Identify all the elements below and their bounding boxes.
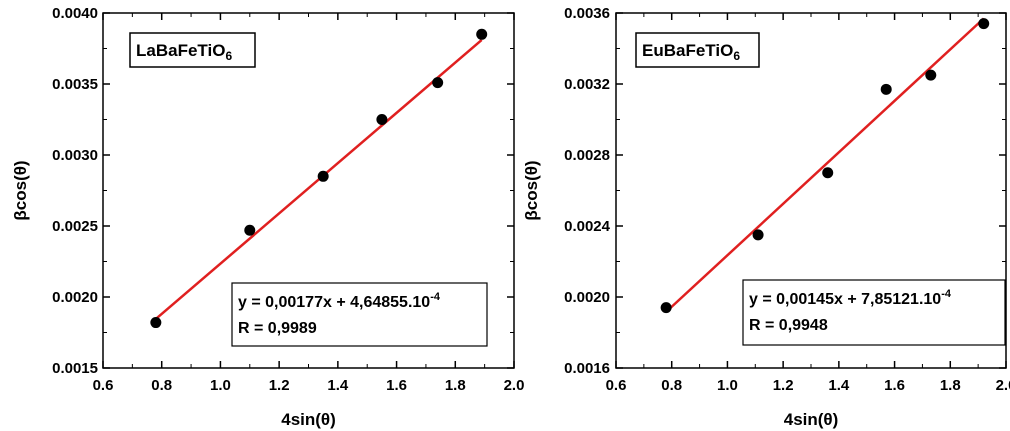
sample-label-formula: EuBaFeTiO [642,41,733,60]
data-point [476,28,488,40]
x-tick-label: 0.6 [93,377,114,394]
data-point [244,224,256,236]
x-axis-title: 4sin(θ) [281,410,336,429]
y-tick-label: 0.0016 [564,360,610,377]
sample-label-box [635,32,760,68]
x-tick-label: 1.2 [269,377,290,394]
data-point [432,77,444,89]
x-tick-label: 2.0 [504,377,525,394]
fit-equation: y = 0,00145x + 7,85121.10-4 [749,288,952,308]
x-tick-label: 1.6 [386,377,407,394]
sample-label: EuBaFeTiO6 [642,41,740,63]
y-tick-label: 0.0032 [564,76,610,93]
y-tick-label: 0.0025 [52,218,98,235]
right-chart-panel: 0.6 0.8 1.0 1.2 1.4 1.6 1.8 2.0 0.0016 0.0020 0.00… [522,5,1010,429]
sample-label-subscript: 6 [225,49,232,63]
y-tick-label: 0.0028 [564,147,610,164]
x-tick-label: 0.8 [661,377,682,394]
data-point [925,69,937,81]
x-tick-label: 1.2 [773,377,794,394]
fit-equation-box [742,279,1006,346]
data-point [978,18,990,30]
y-tick-label: 0.0035 [52,76,98,93]
fit-equation-exponent: -4 [430,291,441,303]
x-tick-label: 1.8 [445,377,466,394]
y-tick-label: 0.0036 [564,5,610,22]
data-point [880,83,892,95]
data-point [752,229,764,241]
y-tick-label: 0.0015 [52,360,98,377]
x-tick-label: 1.8 [940,377,961,394]
y-tick-label: 0.0030 [52,147,98,164]
x-tick-label: 0.8 [151,377,172,394]
data-point [317,170,329,182]
y-tick-label: 0.0020 [52,289,98,306]
fit-equation: y = 0,00177x + 4,64855.10-4 [238,291,441,311]
data-point [822,167,834,179]
left-chart-panel: 0.6 0.8 1.0 1.2 1.4 1.6 1.8 2.0 0.0015 0.0020 0.00… [11,5,524,429]
sample-label: LaBaFeTiO6 [136,41,232,63]
y-tick-label: 0.0024 [564,218,611,235]
fit-equation-main: y = 0,00145x + 7,85121.10 [749,291,941,308]
x-axis-title: 4sin(θ) [784,410,839,429]
x-tick-label: 0.6 [606,377,627,394]
fit-equation-box [231,282,488,347]
x-tick-label: 1.0 [717,377,738,394]
correlation-coefficient: R = 0,9989 [238,320,317,337]
y-axis-title: βcos(θ) [11,160,30,220]
x-tick-label: 1.6 [884,377,905,394]
x-tick-label: 2.0 [996,377,1010,394]
sample-label-subscript: 6 [733,49,740,63]
correlation-coefficient: R = 0,9948 [749,317,828,334]
y-tick-label: 0.0020 [564,289,610,306]
y-axis-title: βcos(θ) [522,160,541,220]
sample-label-formula: LaBaFeTiO [136,41,225,60]
fit-equation-exponent: -4 [941,288,952,300]
fit-equation-main: y = 0,00177x + 4,64855.10 [238,294,430,311]
data-point [376,114,388,125]
x-tick-label: 1.0 [210,377,231,394]
data-point [150,317,162,329]
data-point [660,302,672,314]
y-tick-label: 0.0040 [52,5,98,22]
sample-label-box [129,32,256,68]
x-tick-label: 1.4 [828,377,850,394]
x-tick-label: 1.4 [327,377,349,394]
linear-fit-line [665,17,985,313]
